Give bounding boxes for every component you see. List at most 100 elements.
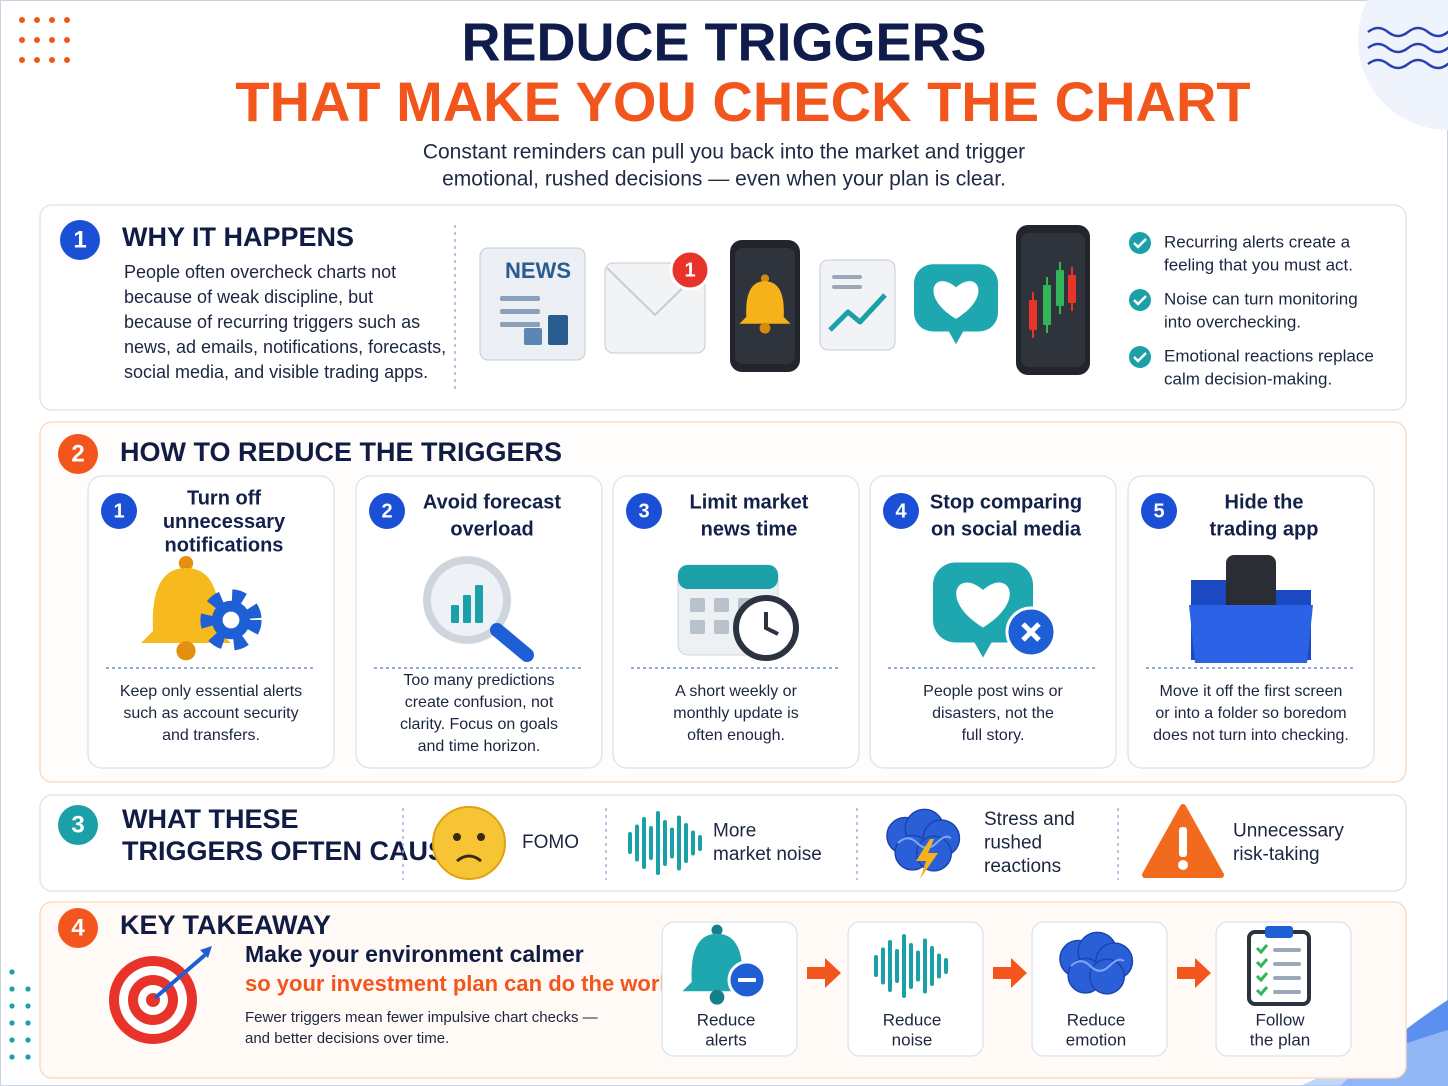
check-mark <box>1133 238 1147 249</box>
check-text: into overchecking. <box>1164 312 1301 331</box>
shape <box>1358 0 1448 130</box>
shape <box>690 620 705 634</box>
shape <box>832 285 862 289</box>
shape <box>1029 300 1037 330</box>
number-badge <box>58 908 98 948</box>
card-text: Too many predictions <box>403 672 554 689</box>
shape <box>1088 958 1126 995</box>
shape <box>548 315 568 345</box>
shape <box>1265 926 1293 938</box>
card-title: Limit market <box>690 491 809 513</box>
step-text: emotion <box>1066 1030 1126 1049</box>
check-text: Noise can turn monitoring <box>1164 289 1358 308</box>
shape <box>678 565 778 589</box>
number-badge <box>369 493 405 529</box>
arrow <box>807 958 841 988</box>
shape <box>34 57 40 63</box>
phone-bell-icon <box>730 240 800 372</box>
shape <box>1043 285 1051 325</box>
body-text: People often overcheck charts not <box>124 262 396 282</box>
shape <box>49 57 55 63</box>
card-title: Turn off <box>187 487 261 509</box>
shape <box>669 249 711 291</box>
shape <box>1021 233 1085 367</box>
effect-text: reactions <box>984 856 1061 877</box>
shape <box>1273 990 1301 994</box>
card-text: A short weekly or <box>675 683 798 700</box>
number-badge <box>626 493 662 529</box>
shape <box>25 986 31 992</box>
shape <box>832 275 862 279</box>
check-text: Recurring alerts create a <box>1164 232 1351 251</box>
shape <box>714 620 729 634</box>
card-title: on social media <box>931 518 1082 540</box>
section-title: WHY IT HAPPENS <box>122 222 354 252</box>
shape <box>49 17 55 23</box>
shape <box>764 612 779 636</box>
card-title: news time <box>701 518 798 540</box>
shape <box>9 1003 15 1009</box>
step-icon <box>1059 931 1134 995</box>
card-icon <box>141 556 262 661</box>
title: REDUCE TRIGGERS <box>461 12 986 72</box>
shape <box>9 1020 15 1026</box>
arrow <box>993 958 1027 988</box>
subtitle: Constant reminders can pull you back int… <box>423 141 1025 164</box>
shape <box>475 585 483 623</box>
shape <box>524 328 542 345</box>
shape <box>34 37 40 43</box>
shape <box>709 989 725 1005</box>
shape <box>1056 270 1064 306</box>
card-text: clarity. Focus on goals <box>400 716 558 733</box>
card-text: Move it off the first screen <box>1160 683 1343 700</box>
shape <box>176 641 196 661</box>
shape <box>973 640 993 658</box>
effect-text: market noise <box>713 844 822 865</box>
shape <box>200 589 262 651</box>
social-icon <box>914 264 998 345</box>
shape <box>451 605 459 623</box>
shape <box>500 322 540 327</box>
step-icon <box>1247 926 1311 1006</box>
step-text: the plan <box>1250 1030 1311 1049</box>
shape <box>1273 962 1301 966</box>
shape <box>739 281 791 324</box>
number-badge <box>58 805 98 845</box>
effect-text: risk-taking <box>1233 844 1320 865</box>
step-text: Reduce <box>883 1010 942 1029</box>
check-icon <box>1129 346 1151 368</box>
shape <box>828 293 887 332</box>
body-text: social media, and visible trading apps. <box>124 362 428 382</box>
news-icon <box>479 247 586 361</box>
effect-icon <box>1142 804 1224 878</box>
shape <box>760 274 770 283</box>
shape <box>1255 972 1269 983</box>
check-text: calm decision-making. <box>1164 369 1332 388</box>
shape <box>25 1037 31 1043</box>
card-title: Hide the <box>1225 491 1304 513</box>
shape <box>738 978 756 982</box>
shape <box>500 309 540 314</box>
check-text: Emotional reactions replace <box>1164 346 1374 365</box>
shape <box>64 57 70 63</box>
card-text: often enough. <box>687 727 785 744</box>
shape <box>453 833 461 841</box>
shape <box>916 839 938 879</box>
shape <box>1070 958 1125 972</box>
card-text: such as account security <box>123 705 298 722</box>
check-icon <box>1129 232 1151 254</box>
shape <box>1068 275 1076 303</box>
number: 5 <box>1153 500 1164 522</box>
effect-text: rushed <box>984 833 1042 854</box>
shape <box>1273 948 1301 952</box>
effect-icon <box>432 806 506 880</box>
shape <box>34 17 40 23</box>
card-title: overload <box>450 518 533 540</box>
number-badge <box>1141 493 1177 529</box>
effect-icon <box>886 808 961 879</box>
shape <box>1273 976 1301 980</box>
shape <box>490 623 534 662</box>
step-icon <box>874 934 948 998</box>
note-text: Fewer triggers mean fewer impulsive char… <box>245 1009 598 1026</box>
